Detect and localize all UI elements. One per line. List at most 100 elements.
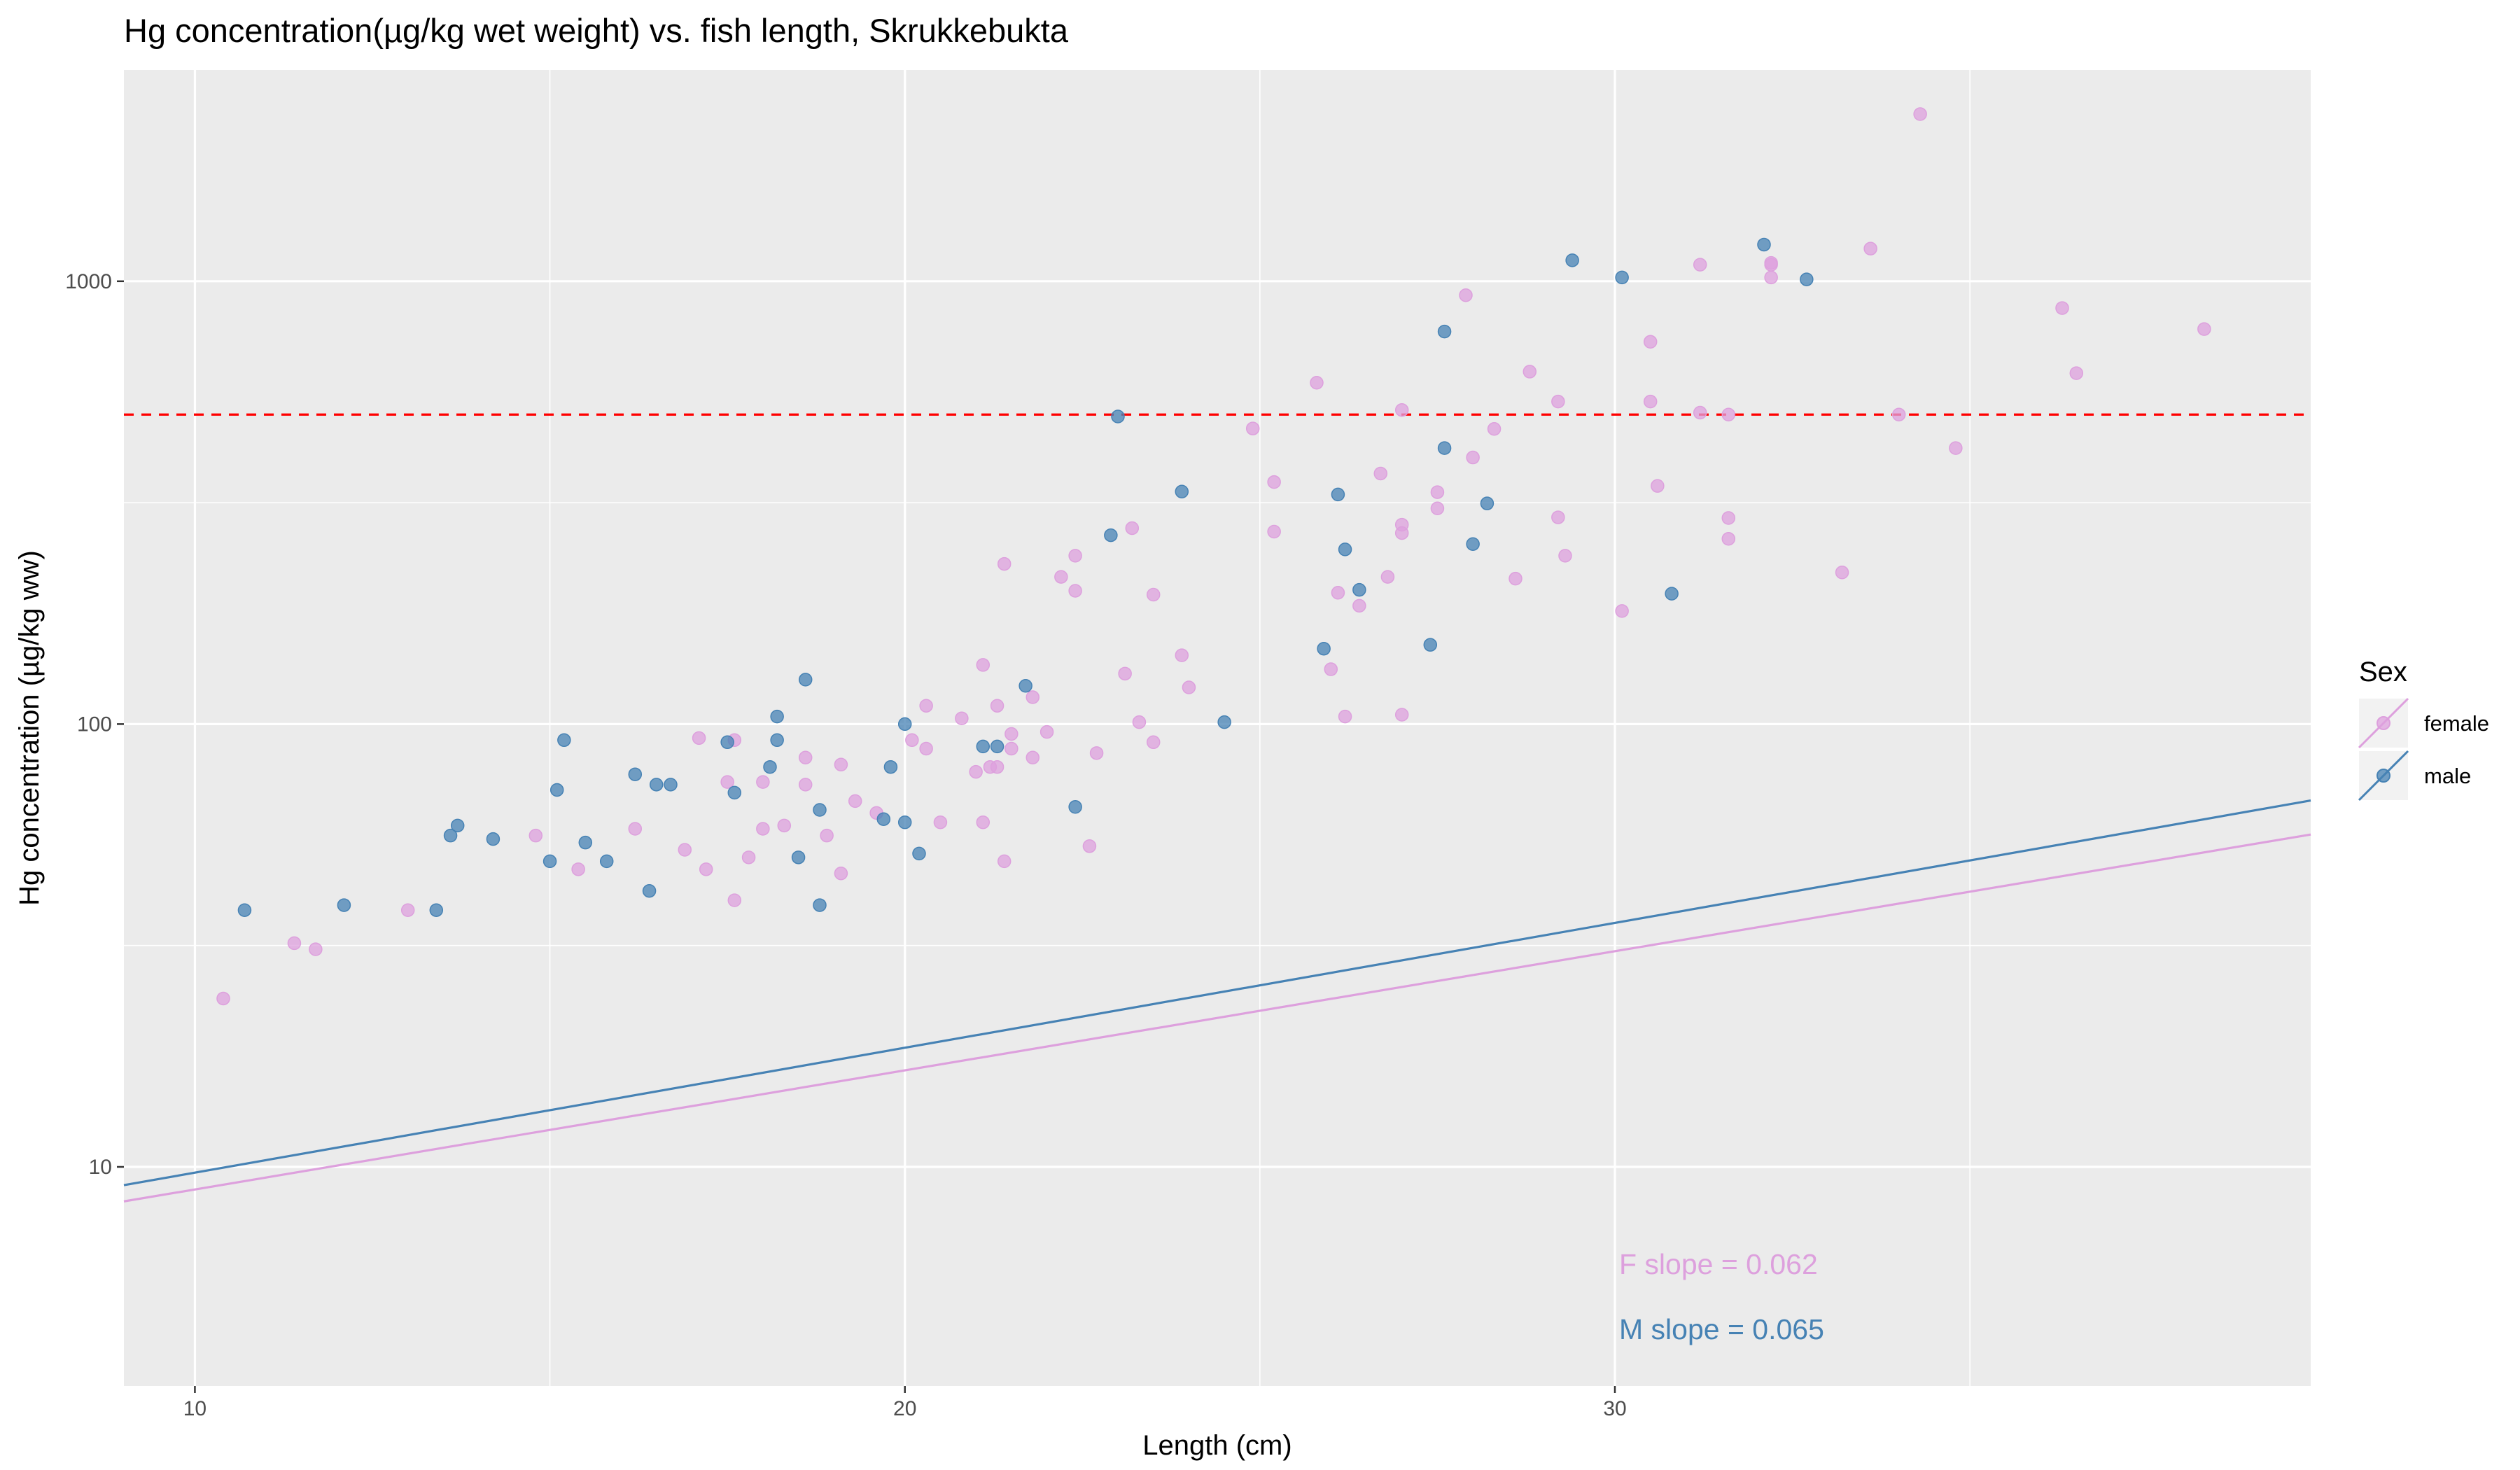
point-male (557, 733, 571, 748)
point-male (912, 846, 926, 861)
point-male (1665, 587, 1679, 601)
x-tick-label: 30 (1603, 1397, 1626, 1420)
point-female (720, 775, 734, 789)
point-female (1245, 421, 1260, 435)
point-female (1487, 422, 1502, 436)
point-male (813, 803, 827, 817)
point-male (727, 785, 742, 800)
y-tick-label: 10 (89, 1156, 112, 1179)
point-male (237, 903, 252, 917)
point-male (720, 735, 734, 750)
point-female (1004, 741, 1018, 756)
point-male (1480, 496, 1494, 510)
point-male (990, 739, 1004, 754)
point-male (664, 778, 678, 792)
point-male (897, 717, 912, 732)
data-points (216, 107, 2211, 1006)
point-female (309, 942, 323, 956)
point-female (1068, 584, 1082, 598)
point-female (692, 731, 706, 746)
point-male (1068, 799, 1082, 814)
point-male (1018, 679, 1032, 693)
point-female (933, 815, 948, 830)
point-female (1693, 258, 1707, 272)
point-male (976, 739, 990, 754)
point-female (287, 936, 302, 951)
point-female (1949, 441, 1963, 455)
point-male (1331, 487, 1345, 502)
point-male (429, 903, 444, 917)
point-female (1125, 521, 1140, 536)
point-female (1068, 549, 1082, 563)
point-female (976, 658, 990, 672)
point-female (1551, 394, 1565, 409)
point-female (919, 741, 933, 756)
point-male (550, 783, 564, 797)
point-female (1338, 709, 1352, 724)
point-female (777, 818, 792, 833)
point-female (976, 815, 990, 830)
point-female (1394, 526, 1409, 540)
point-female (571, 862, 585, 876)
point-male (642, 883, 657, 898)
point-female (820, 828, 834, 843)
point-female (528, 828, 543, 843)
point-male (1111, 410, 1125, 424)
point-male (798, 673, 813, 687)
point-female (990, 699, 1004, 713)
point-male (486, 832, 500, 846)
point-female (1026, 750, 1040, 765)
point-female (1132, 715, 1147, 729)
legend-item-female: female (2358, 697, 2489, 749)
point-male (1466, 537, 1480, 551)
y-axis-title: Hg concentration (µg/kg ww) (14, 550, 45, 906)
point-female (1089, 746, 1104, 760)
point-male (1352, 582, 1366, 597)
point-male (813, 898, 827, 912)
point-female (1004, 727, 1018, 741)
fit-line-male (123, 799, 2311, 1186)
point-male (578, 835, 593, 850)
point-male (897, 815, 912, 830)
point-female (1054, 570, 1068, 584)
point-female (905, 733, 919, 748)
x-axis-title: Length (cm) (1142, 1430, 1292, 1461)
point-female (1551, 510, 1565, 524)
point-female (1508, 571, 1522, 586)
legend-item-male: male (2358, 750, 2471, 802)
point-female (216, 991, 230, 1006)
grid-minor (124, 70, 2311, 1390)
point-male (649, 778, 664, 792)
point-male (450, 818, 465, 833)
y-tick-label: 100 (77, 713, 112, 736)
point-female (955, 711, 969, 726)
point-female (1643, 335, 1658, 349)
point-female (1913, 107, 1927, 121)
point-female (1891, 407, 1906, 421)
point-female (990, 760, 1004, 774)
point-male (1317, 641, 1331, 656)
point-female (1267, 524, 1281, 539)
legend-dot-female (2376, 716, 2390, 730)
point-female (1146, 735, 1161, 750)
point-male (770, 733, 784, 748)
point-female (1721, 511, 1736, 525)
point-male (1437, 324, 1452, 339)
point-female (756, 775, 770, 789)
point-female (1764, 270, 1778, 285)
point-male (1800, 272, 1814, 286)
point-female (1146, 587, 1161, 602)
point-female (741, 850, 756, 864)
point-female (1175, 648, 1189, 662)
point-female (1082, 839, 1097, 853)
point-male (770, 709, 784, 724)
f-slope-annotation: F slope = 0.062 (1619, 1248, 1818, 1280)
x-tick-label: 20 (893, 1397, 916, 1420)
point-female (756, 822, 770, 836)
point-female (1863, 241, 1877, 255)
point-female (699, 862, 713, 876)
point-female (834, 866, 848, 881)
point-female (1324, 662, 1338, 676)
point-female (727, 893, 742, 907)
